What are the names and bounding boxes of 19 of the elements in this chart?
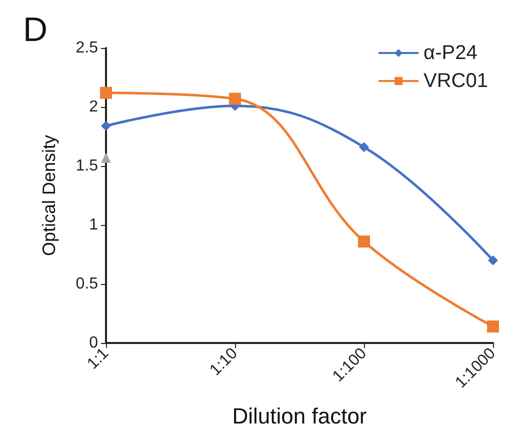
point — [101, 120, 111, 131]
y-axis-title: Optical Density — [39, 134, 59, 256]
legend-label: VRC01 — [424, 70, 488, 92]
point — [488, 255, 498, 266]
legend-label: α-P24 — [424, 42, 478, 64]
x-axis-title: Dilution factor — [232, 404, 367, 428]
y-tick-label: 2 — [89, 98, 98, 116]
y-tick-label: 0.5 — [76, 276, 98, 292]
point — [101, 152, 111, 163]
chart-title: D — [23, 11, 48, 49]
point — [100, 86, 112, 99]
y-tick-label: 1.5 — [76, 158, 98, 174]
point — [487, 320, 499, 332]
point — [229, 92, 241, 105]
y-tick-label: 1 — [89, 216, 98, 234]
point — [358, 236, 370, 248]
y-tick-label: 0 — [89, 334, 98, 352]
y-tick-label: 2.5 — [76, 40, 98, 56]
point — [359, 142, 369, 152]
